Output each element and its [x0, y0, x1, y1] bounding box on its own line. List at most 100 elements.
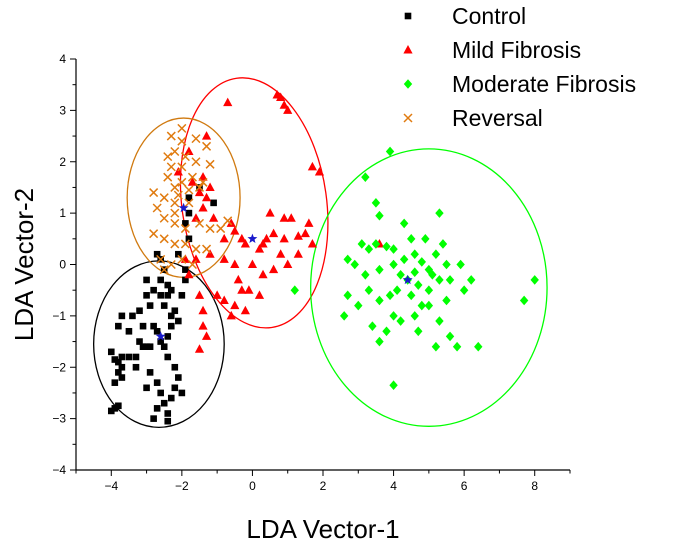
data-point-mild-fibrosis [201, 131, 212, 140]
data-point-moderate-fibrosis [424, 285, 434, 295]
data-point-moderate-fibrosis [364, 285, 374, 295]
data-point-control [164, 353, 172, 361]
data-point-control [111, 405, 119, 412]
data-point-reversal [216, 224, 226, 234]
data-point-control [150, 415, 157, 422]
data-point-moderate-fibrosis [385, 146, 395, 157]
data-point-control [175, 374, 182, 381]
data-point-control [143, 276, 150, 284]
data-point-control [146, 343, 154, 350]
data-point-mild-fibrosis [191, 213, 201, 222]
data-point-control [107, 407, 115, 415]
data-point-mild-fibrosis [240, 305, 250, 315]
legend-item-reversal: Reversal [403, 105, 543, 131]
data-point-control [129, 312, 136, 320]
data-point-control [160, 343, 168, 350]
data-point-control [136, 338, 143, 345]
data-point-mild-fibrosis [265, 208, 275, 217]
data-point-moderate-fibrosis [375, 336, 384, 347]
data-point-moderate-fibrosis [417, 300, 426, 311]
data-point-mild-fibrosis [184, 146, 194, 155]
series-moderate-fibrosis [290, 146, 539, 391]
x-tick-label: 2 [320, 479, 327, 493]
data-point-reversal [170, 198, 180, 208]
data-point-mild-fibrosis [191, 254, 201, 263]
data-point-reversal [149, 229, 159, 239]
data-point-mild-fibrosis [219, 254, 229, 263]
data-point-moderate-fibrosis [435, 316, 444, 326]
data-point-reversal [149, 188, 159, 198]
data-point-mild-fibrosis [233, 274, 243, 284]
data-point-reversal [194, 182, 205, 192]
data-point-moderate-fibrosis [410, 267, 419, 278]
data-point-moderate-fibrosis [424, 300, 434, 311]
x-tick-label: 0 [249, 479, 256, 493]
legend-marker-mild-fibrosis [403, 45, 413, 54]
data-point-moderate-fibrosis [382, 326, 391, 337]
centroid-markers [155, 202, 413, 341]
data-point-moderate-fibrosis [467, 275, 476, 285]
data-point-mild-fibrosis [286, 213, 296, 222]
x-tick-label: 8 [531, 479, 538, 493]
data-point-control [178, 389, 186, 397]
data-point-control [153, 250, 161, 258]
data-point-control [157, 276, 164, 284]
ellipse-mild-fibrosis [179, 77, 329, 329]
data-point-moderate-fibrosis [361, 269, 370, 280]
data-point-control [115, 402, 122, 410]
data-point-moderate-fibrosis [417, 257, 426, 267]
data-point-reversal [170, 146, 180, 157]
series-reversal [149, 123, 233, 275]
data-point-control [164, 281, 172, 289]
data-point-moderate-fibrosis [519, 295, 529, 306]
data-point-moderate-fibrosis [459, 285, 469, 295]
centroid-reversal [178, 202, 189, 213]
x-tick-label: 4 [390, 479, 397, 493]
data-point-mild-fibrosis [293, 249, 303, 258]
data-point-moderate-fibrosis [368, 321, 377, 331]
data-point-reversal [180, 224, 190, 234]
data-point-moderate-fibrosis [389, 380, 398, 391]
data-point-mild-fibrosis [205, 182, 215, 191]
data-point-moderate-fibrosis [445, 275, 455, 285]
data-point-mild-fibrosis [184, 269, 194, 279]
data-point-control [153, 379, 161, 386]
data-point-control [115, 358, 122, 366]
data-point-moderate-fibrosis [371, 239, 381, 249]
data-point-mild-fibrosis [240, 238, 250, 248]
legend-label-control: Control [452, 3, 526, 29]
data-point-mild-fibrosis [187, 177, 198, 186]
data-point-mild-fibrosis [283, 105, 293, 114]
data-point-mild-fibrosis [226, 310, 236, 320]
data-point-reversal [184, 185, 194, 195]
data-point-control [143, 292, 150, 299]
data-point-moderate-fibrosis [389, 311, 398, 321]
data-point-moderate-fibrosis [431, 341, 441, 352]
data-point-moderate-fibrosis [339, 311, 349, 321]
data-point-control [157, 292, 164, 299]
data-point-control [167, 312, 175, 320]
legend-item-mild-fibrosis: Mild Fibrosis [403, 37, 581, 63]
data-point-control [157, 389, 164, 397]
y-tick-label: 1 [59, 206, 66, 220]
y-tick-label: −1 [52, 309, 66, 323]
data-point-reversal [152, 203, 162, 213]
data-point-reversal [170, 218, 180, 228]
data-point-control [125, 353, 133, 361]
y-tick-label: 0 [59, 258, 66, 272]
x-axis-title: LDA Vector-1 [246, 514, 399, 544]
data-point-moderate-fibrosis [396, 269, 405, 280]
data-point-control [164, 410, 172, 417]
data-point-mild-fibrosis [198, 172, 208, 181]
data-point-moderate-fibrosis [410, 311, 419, 321]
data-point-mild-fibrosis [194, 187, 205, 197]
data-point-mild-fibrosis [307, 238, 318, 248]
data-point-reversal [159, 193, 169, 203]
data-point-mild-fibrosis [198, 305, 208, 315]
data-point-control [164, 292, 172, 299]
data-point-control [182, 266, 189, 273]
data-point-reversal [202, 244, 212, 254]
data-point-mild-fibrosis [279, 213, 289, 222]
y-tick-label: −4 [52, 463, 66, 477]
data-point-mild-fibrosis [269, 228, 279, 238]
